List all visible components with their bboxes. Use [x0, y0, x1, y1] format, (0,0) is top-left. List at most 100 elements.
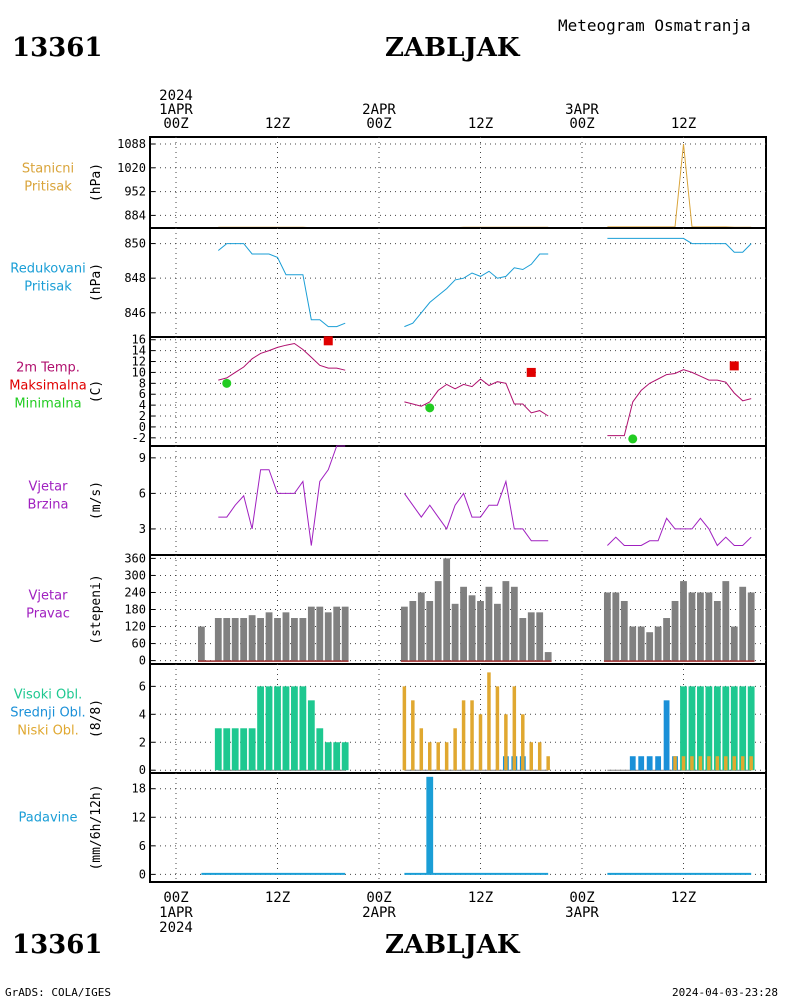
wind-direction-bar: [248, 615, 256, 661]
panel-title-line: Srednji Obl.: [10, 706, 85, 721]
cloud-bar: [487, 672, 491, 771]
panel-title-line: Brzina: [28, 498, 69, 513]
top-time-label: 12Z: [671, 116, 696, 132]
y-tick-label: 0: [139, 420, 146, 434]
y-tick-label: 60: [132, 637, 146, 651]
top-time-label: 2APR: [362, 102, 396, 118]
cloud-bar: [638, 756, 645, 771]
cloud-bar: [705, 686, 713, 771]
precip-bar: [426, 776, 434, 875]
wind-direction-bar: [629, 626, 637, 661]
bottom-time-label: 12Z: [468, 890, 493, 906]
wind-direction-bar: [434, 581, 442, 661]
panel-title-line: Stanicni: [22, 162, 74, 177]
top-time-label: 3APR: [565, 102, 599, 118]
y-tick-label: 6: [139, 486, 146, 500]
wind-direction-bar: [451, 603, 459, 661]
wind-direction-bar: [536, 612, 544, 661]
panel-frame: [149, 227, 767, 338]
top-time-label: 00Z: [163, 116, 188, 132]
wind-direction-bar: [730, 626, 738, 661]
cloud-bar: [747, 686, 755, 771]
wind-direction-bar: [697, 592, 704, 661]
series-line: [218, 445, 346, 546]
series-line: [404, 378, 549, 417]
cloud-bar: [282, 686, 290, 771]
cloud-bar: [722, 686, 730, 771]
y-tick-label: 360: [124, 551, 146, 565]
panel-wind-speed: 3 6 9 (m/s) Vjetar Brzina: [28, 445, 767, 556]
meteogram-panels: 88495210201088(hPa)StanicniPritisak84684…: [9, 136, 767, 883]
y-axis-label: (m/s): [89, 481, 104, 520]
wind-direction-bar: [544, 652, 552, 661]
series-line: [403, 479, 549, 542]
panel-precipitation: 0 6 12 18 (mm/6h/12h) Padavine: [19, 772, 767, 883]
wind-direction-bar: [612, 592, 620, 661]
y-tick-label: 240: [124, 585, 146, 599]
y-tick-label: 6: [139, 839, 146, 853]
wind-direction-bar: [485, 586, 493, 661]
wind-direction-bar: [274, 618, 281, 661]
y-tick-label: 0: [139, 763, 146, 777]
series-line: [607, 369, 752, 437]
y-tick-label: 18: [132, 782, 146, 796]
wind-direction-bar: [257, 618, 264, 661]
y-tick-label: 16: [132, 333, 146, 347]
wind-direction-bar: [307, 606, 315, 661]
wind-direction-bar: [722, 581, 730, 661]
y-tick-label: 848: [124, 271, 146, 285]
panel-title-line: Minimalna: [14, 397, 81, 412]
station-id-top: 13361: [12, 33, 102, 63]
wind-direction-bar: [477, 600, 484, 661]
wind-direction-bar: [299, 618, 307, 661]
max-temp-marker: [323, 336, 333, 346]
wind-direction-bar: [240, 618, 248, 661]
cloud-bar: [697, 686, 704, 771]
y-tick-label: 12: [132, 355, 146, 369]
cloud-bar: [248, 728, 256, 771]
wind-direction-bar: [324, 612, 332, 661]
cloud-bar: [698, 756, 703, 771]
bottom-time-label: 12Z: [265, 890, 290, 906]
cloud-bar: [673, 756, 677, 771]
cloud-bar: [428, 742, 432, 771]
cloud-bar: [478, 714, 483, 771]
cloud-bar: [688, 686, 696, 771]
min-temp-marker: [425, 403, 435, 413]
cloud-bar: [436, 742, 440, 771]
cloud-bar: [444, 742, 449, 771]
series-line: [607, 237, 752, 253]
cloud-bar: [240, 728, 248, 771]
cloud-bar: [537, 742, 542, 771]
cloud-bar: [680, 686, 687, 771]
cloud-bar: [690, 756, 694, 771]
y-tick-label: 2: [139, 409, 146, 423]
cloud-bar: [740, 756, 745, 771]
cloud-bar: [470, 700, 474, 771]
wind-direction-bar: [671, 600, 679, 661]
bottom-time-label: 3APR: [565, 905, 599, 921]
cloud-bar: [646, 756, 653, 771]
cloud-bar: [521, 714, 525, 771]
cloud-bar: [730, 686, 738, 771]
cloud-bar: [214, 728, 222, 771]
wind-direction-bar: [519, 618, 527, 661]
panel-title-line: 2m Temp.: [16, 361, 80, 376]
wind-direction-bar: [400, 606, 408, 661]
y-tick-label: 10: [132, 365, 146, 379]
wind-direction-bar: [223, 618, 231, 661]
y-tick-label: 0: [139, 867, 146, 881]
bottom-time-label: 00Z: [569, 890, 594, 906]
wind-direction-bar: [705, 592, 713, 661]
wind-direction-bar: [510, 586, 518, 661]
y-axis-label: (hPa): [89, 163, 104, 202]
cloud-bar: [715, 756, 720, 771]
panel-title-line: Vjetar: [29, 589, 69, 604]
y-tick-label: -2: [132, 431, 146, 445]
cloud-bar: [419, 728, 424, 771]
cloud-bar: [512, 686, 517, 771]
wind-direction-bar: [460, 586, 467, 661]
wind-direction-bar: [417, 592, 425, 661]
wind-direction-bar: [426, 600, 434, 661]
